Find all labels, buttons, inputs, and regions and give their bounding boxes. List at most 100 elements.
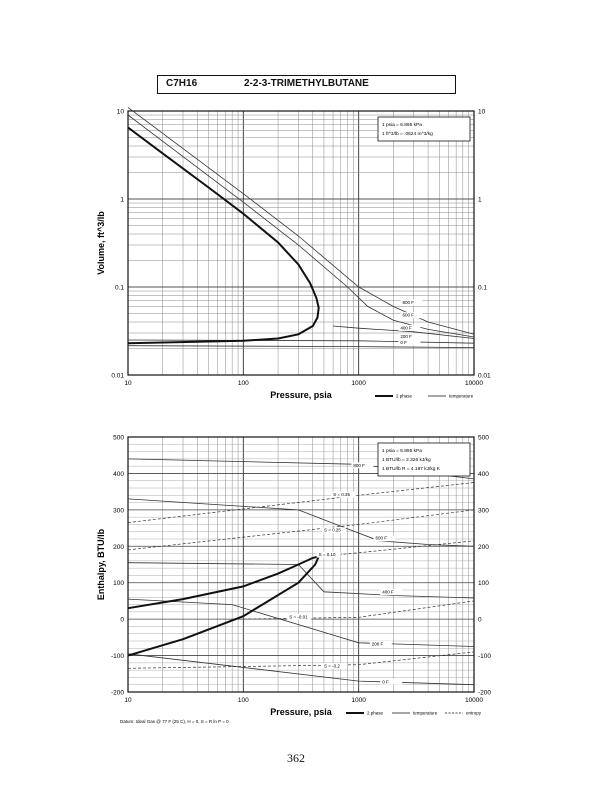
legend-label: 2 phase [396,394,413,399]
entropy-label: S = 0.35 [333,492,350,497]
chart-title-box: C7H16 2-2-3-TRIMETHYLBUTANE [157,75,456,94]
compound-formula: C7H16 [166,78,198,89]
y-tick-label-left: 0 [120,617,124,624]
isotherm-label-bg [351,462,374,469]
entropy-label-bg [321,663,346,670]
isotherm-label-bg [400,299,423,306]
y-tick-label-left: 400 [113,471,124,478]
two-phase-envelope [127,126,320,345]
x-tick-label: 10 [124,380,132,387]
isotherm-label-bg [380,678,403,685]
isotherm-line [127,562,475,599]
isotherm-line [127,114,475,338]
compound-name: 2-2-3-TRIMETHYLBUTANE [244,78,369,89]
isotherm-label: 200 F [372,641,384,646]
x-tick-label: 10 [124,697,132,704]
x-axis-label: Pressure, psia [270,390,333,400]
x-tick-label: 10000 [465,697,483,704]
y-tick-label-right: -200 [478,690,491,697]
conversion-note: 1 BTU/lb R = 4.187 kJ/kg K [382,466,441,472]
entropy-label-bg [331,491,356,498]
isotherm-label: 800 F [403,300,415,305]
conversion-note-box [377,116,471,142]
x-tick-label: 1000 [351,380,366,387]
y-tick-label-left: -200 [111,690,124,697]
entropy-line [318,540,475,557]
isotherm-label: 0 F [400,340,407,345]
conversion-note: 1 BTU/lb = 2.326 kJ/kg [382,457,431,463]
isotherm-line [127,653,475,686]
y-tick-label-left: 200 [113,544,124,551]
y-axis-label: Volume, ft^3/lb [96,211,106,275]
plot-frame [127,436,475,693]
y-tick-label-right: 0 [478,617,482,624]
y-tick-label-right: 200 [478,544,489,551]
entropy-label-bg [316,551,341,558]
y-tick-label-right: 300 [478,507,489,514]
isotherm-label-bg [398,339,421,346]
legend-label: temperature [413,711,438,716]
conversion-note: 1 psia = 6.895 kPa [382,122,422,128]
x-tick-label: 100 [238,380,249,387]
isotherm-label-bg [380,589,403,596]
conversion-note: 1 ft^3/lb = .0624 m^3/kg [382,131,433,137]
y-tick-label-left: -100 [111,653,124,660]
x-axis-label: Pressure, psia [270,707,333,717]
entropy-line [127,482,475,523]
y-tick-label-left: 0.01 [111,373,124,380]
isotherm-label: 600 F [403,313,415,318]
y-tick-label-right: 1 [478,197,482,204]
y-tick-label-right: 500 [478,435,489,442]
isotherm-label-bg [369,640,392,647]
entropy-label: S = 0.10 [319,552,336,557]
entropy-line [243,600,475,620]
entropy-line [127,651,475,669]
y-tick-label-right: 0.1 [478,285,487,292]
y-tick-label-left: 1 [120,197,124,204]
entropy-line [127,509,475,551]
conversion-note-box [377,442,471,477]
y-tick-label-left: 300 [113,507,124,514]
plot-frame [127,110,475,376]
x-tick-label: 10000 [465,380,483,387]
isotherm-label-bg [398,333,421,340]
y-tick-label-right: 0.01 [478,373,491,380]
isotherm-line [127,339,475,344]
x-tick-label: 1000 [351,697,366,704]
entropy-label: S = -0.01 [289,614,308,619]
isotherm-label-bg [398,324,421,331]
page-number: 362 [287,751,305,765]
y-tick-label-right: -100 [478,653,491,660]
isotherm-label: 400 F [400,325,412,330]
datum-footnote: Datum: Ideal Gas @ 77 F (25 C), H = 0, S… [120,719,229,724]
grid [127,110,475,376]
legend-label: entropy [466,711,482,716]
legend-label: temperature [449,394,474,399]
y-tick-label-left: 0.1 [115,285,124,292]
isotherm-line [127,107,475,335]
entropy-label-bg [287,613,312,620]
y-tick-label-left: 100 [113,580,124,587]
y-tick-label-right: 100 [478,580,489,587]
isotherm-line [333,325,475,339]
two-phase-envelope [127,555,321,657]
isotherm-label: 200 F [400,334,412,339]
entropy-label: S = -0.2 [324,664,340,669]
y-axis-label: Enthalpy, BTU/lb [96,528,106,600]
y-tick-label-left: 500 [113,435,124,442]
y-tick-label-left: 10 [117,109,125,116]
y-tick-label-right: 400 [478,471,489,478]
isotherm-line [127,345,475,348]
isotherm-label-bg [373,535,396,542]
entropy-label: S = 0.25 [324,528,341,533]
y-tick-label-right: 10 [478,109,486,116]
x-tick-label: 100 [238,697,249,704]
entropy-label-bg [321,527,346,534]
conversion-note: 1 psia = 6.895 kPa [382,448,422,454]
isotherm-label: 600 F [376,536,388,541]
isotherm-label: 0 F [382,679,389,684]
isotherm-label: 400 F [382,590,394,595]
legend-label: 2 phase [367,711,384,716]
